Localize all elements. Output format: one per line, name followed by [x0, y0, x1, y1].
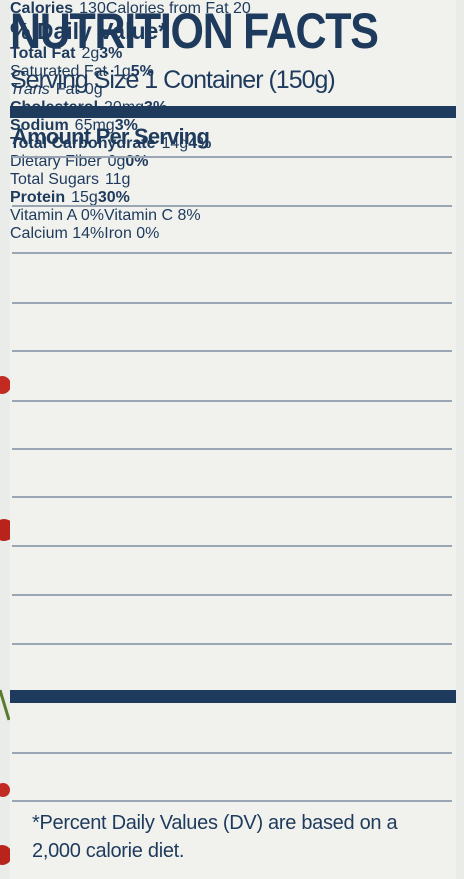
- nutrient-amount: 2g: [81, 45, 100, 62]
- nutrient-amount: 1g: [112, 63, 131, 80]
- row: Total Fat 2g3%: [10, 45, 456, 63]
- calories: Calories 130: [10, 0, 106, 17]
- row: Total Carbohydrate 14g4%: [10, 135, 456, 153]
- calories-label: Calories: [10, 0, 74, 17]
- nutrient: Trans Fat 0g: [10, 81, 103, 98]
- vitamin: Vitamin A 0%: [10, 207, 104, 224]
- calories-from-fat: Calories from Fat 20: [105, 0, 251, 17]
- nutrient: Total Fat 2g: [10, 45, 99, 62]
- nutrient-amount: 65mg: [74, 117, 115, 134]
- nutrient-dv: 30%: [97, 189, 130, 206]
- footnote: 2,000 calorie diet.: [32, 840, 185, 862]
- rule: [12, 594, 452, 596]
- rule: [12, 302, 452, 304]
- nutrient-label: Protein: [10, 189, 66, 206]
- nutrient: Total Carbohydrate 14g: [10, 135, 188, 152]
- rule: [12, 156, 452, 158]
- decoration: [0, 376, 10, 865]
- rule: [12, 400, 452, 402]
- nutrient-label: Saturated Fat: [10, 63, 107, 80]
- rule: [12, 752, 452, 754]
- rule: [12, 545, 452, 547]
- nutrient-amount: 15g: [71, 189, 98, 206]
- nutrient-dv: 3%: [99, 45, 123, 62]
- nutrient-label: Total Carbohydrate: [10, 135, 156, 152]
- rule: [12, 350, 452, 352]
- row: Sodium 65mg3%: [10, 117, 456, 135]
- row: Vitamin A 0%Vitamin C 8%: [10, 207, 456, 225]
- vitamin: Calcium 14%: [10, 225, 105, 242]
- rule: [12, 496, 452, 498]
- nutrient-label: Total Sugars: [10, 171, 99, 188]
- title: NUTRITION FACTS: [10, 3, 379, 59]
- amount-per-serving: Amount Per Serving: [12, 124, 210, 149]
- row: Total Sugars 11g: [10, 171, 456, 189]
- nutrient-label: Total Fat: [10, 45, 76, 62]
- nutrient-dv: 4%: [188, 135, 212, 152]
- rule: [12, 205, 452, 207]
- nutrient: Saturated Fat 1g: [10, 63, 131, 80]
- rule: [12, 252, 452, 254]
- footnote: *Percent Daily Values (DV) are based on …: [32, 812, 398, 834]
- vitamin: Iron 0%: [104, 225, 160, 242]
- nutrient-dv: 3%: [114, 117, 138, 134]
- thick-rule: [10, 106, 456, 118]
- nutrient: Total Sugars 11g: [10, 171, 130, 188]
- nutrient-label: Sodium: [10, 117, 69, 134]
- rule: [12, 800, 452, 802]
- nutrient-label: Fat: [55, 81, 79, 98]
- nutrient-amount: 11g: [104, 171, 131, 188]
- rule: [12, 448, 452, 450]
- thick-rule: [10, 690, 456, 703]
- row: Calories 130Calories from Fat 20: [10, 0, 456, 18]
- nutrient: Sodium 65mg: [10, 117, 115, 134]
- daily-value-header: % Daily Value*: [10, 18, 168, 44]
- nutrient-amount: 14g: [161, 135, 189, 152]
- nutrient-label-italic: Trans: [10, 81, 50, 98]
- nutrient-amount: 0g: [84, 81, 103, 98]
- nutrition-label: NUTRITION FACTS Serving Size 1 Container …: [10, 0, 456, 879]
- vitamin: Vitamin C 8%: [103, 207, 201, 224]
- calories-value: 130: [79, 0, 106, 17]
- nutrient-dv: 5%: [130, 63, 154, 80]
- row: Protein 15g30%: [10, 189, 456, 207]
- row: Saturated Fat 1g5%: [10, 63, 456, 81]
- row: % Daily Value*: [10, 18, 456, 45]
- nutrient: Protein 15g: [10, 189, 98, 206]
- serving-size: Serving Size 1 Container (150g): [10, 66, 336, 94]
- row: Calcium 14%Iron 0%: [10, 225, 456, 243]
- rule: [12, 643, 452, 645]
- row: Trans Fat 0g: [10, 81, 456, 99]
